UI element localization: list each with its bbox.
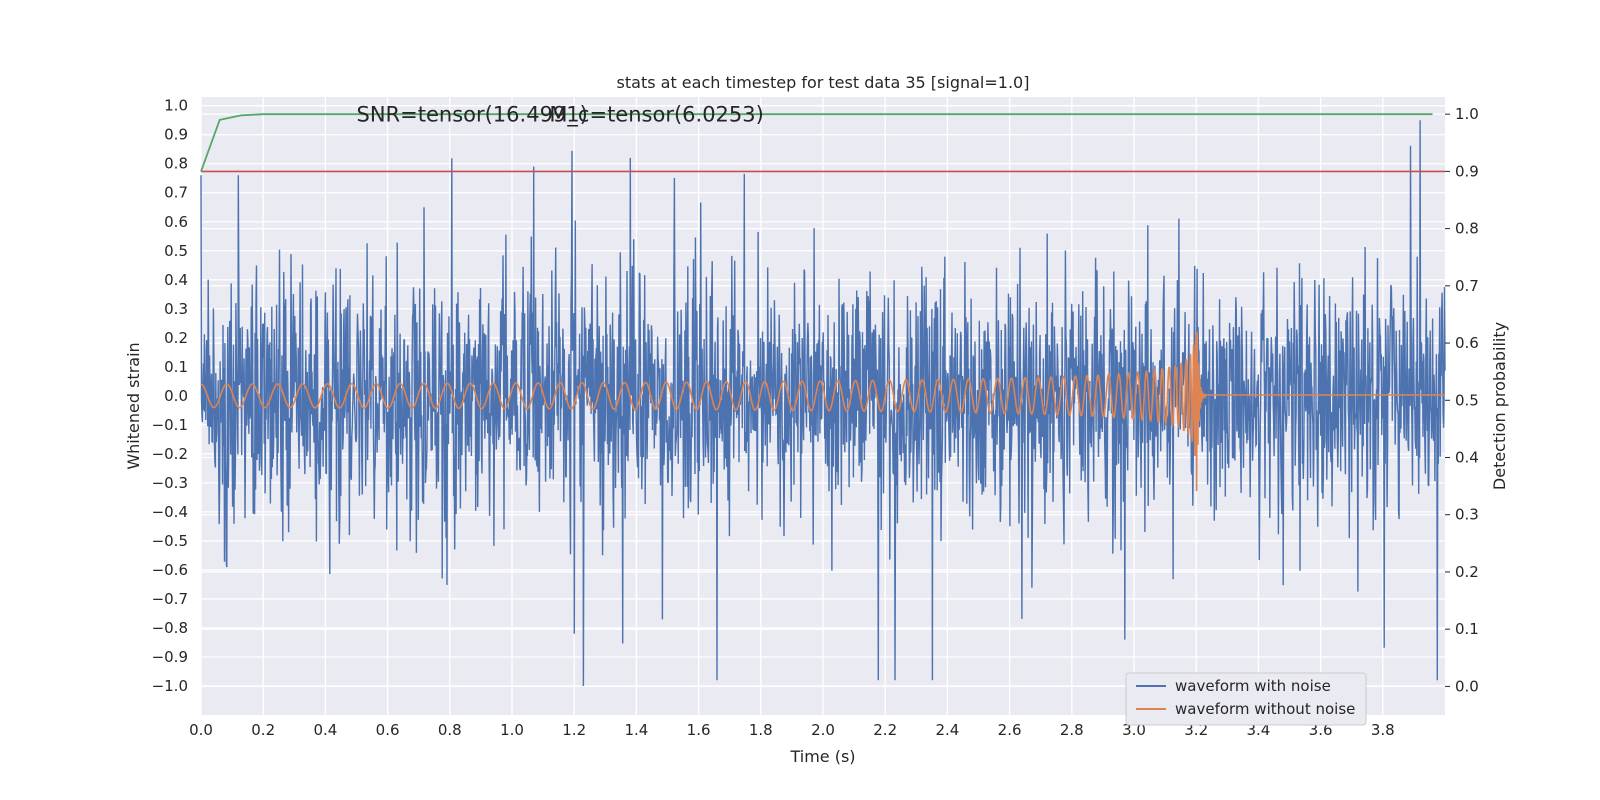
y-tick-label: −1.0 xyxy=(152,677,188,695)
legend: waveform with noise waveform without noi… xyxy=(1125,672,1367,726)
legend-entry-clean: waveform without noise xyxy=(1175,700,1355,718)
series-line-probability xyxy=(200,113,1433,172)
y-tick-label: 0.0 xyxy=(164,387,188,405)
x-tick-label: 0.0 xyxy=(189,721,213,739)
y-tick-label: 0.6 xyxy=(164,213,188,231)
chart-title: stats at each timestep for test data 35 … xyxy=(617,73,1030,92)
y-tick-label: −0.6 xyxy=(152,561,188,579)
y2-tick-label: 1.0 xyxy=(1455,105,1479,123)
y-tick-label: 0.2 xyxy=(164,329,188,347)
y2-tick-label: 0.4 xyxy=(1455,449,1479,467)
y-tick-label: −0.4 xyxy=(152,503,188,521)
x-axis-label: Time (s) xyxy=(789,747,855,766)
annotation-text: SNR=tensor(16.4991) xyxy=(357,102,588,126)
x-tick-label: 2.6 xyxy=(998,721,1022,739)
y-tick-label: 0.7 xyxy=(164,184,188,202)
y2-tick-label: 0.0 xyxy=(1455,677,1479,695)
y-tick-label: 0.8 xyxy=(164,155,188,173)
y2-tick-label: 0.8 xyxy=(1455,220,1479,238)
x-tick-label: 2.8 xyxy=(1060,721,1084,739)
y-tick-label: −0.9 xyxy=(152,648,188,666)
y2-tick-label: 0.9 xyxy=(1455,162,1479,180)
x-tick-label: 3.8 xyxy=(1371,721,1395,739)
x-tick-label: 1.6 xyxy=(687,721,711,739)
x-tick-label: 2.0 xyxy=(811,721,835,739)
y2-tick-label: 0.2 xyxy=(1455,563,1479,581)
y-tick-label: 1.0 xyxy=(164,97,188,115)
x-tick-label: 0.6 xyxy=(376,721,400,739)
x-tick-label: 1.0 xyxy=(500,721,524,739)
y2-tick-label: 0.5 xyxy=(1455,391,1479,409)
y-tick-label: −0.8 xyxy=(152,619,188,637)
x-tick-label: 0.8 xyxy=(438,721,462,739)
y2-tick-label: 0.1 xyxy=(1455,620,1479,638)
y-axis-label: Whitened strain xyxy=(124,342,143,469)
y-tick-label: 0.9 xyxy=(164,126,188,144)
x-tick-label: 1.2 xyxy=(562,721,586,739)
x-tick-label: 0.2 xyxy=(251,721,275,739)
legend-entry-noisy: waveform with noise xyxy=(1175,677,1331,695)
x-tick-label: 1.8 xyxy=(749,721,773,739)
series-line-clean xyxy=(200,332,1445,492)
y2-axis-label: Detection probability xyxy=(1490,322,1509,490)
y-tick-label: 0.5 xyxy=(164,242,188,260)
annotations: SNR=tensor(16.4991)M_c=tensor(6.0253) xyxy=(357,102,764,127)
annotation-text: M_c=tensor(6.0253) xyxy=(549,102,764,127)
y2-tick-label: 0.6 xyxy=(1455,334,1479,352)
x-tick-label: 2.2 xyxy=(873,721,897,739)
series-group xyxy=(200,113,1446,687)
x-tick-label: 0.4 xyxy=(313,721,337,739)
legend-box xyxy=(1125,672,1367,726)
x-axis: 0.0 0.2 0.4 0.6 0.8 1.0 1.2 1.4 1.6 1.8 2.0 2.2 2.4 2… xyxy=(189,721,1395,739)
y-tick-label: −0.5 xyxy=(152,532,188,550)
y-tick-label: −0.3 xyxy=(152,474,188,492)
y-axis-left: −1.0 −0.9 −0.8 −0.7 −0.6 −0.5 −0.4 −0.3 −0.2 −0.1… xyxy=(152,97,188,695)
y2-tick-label: 0.7 xyxy=(1455,277,1479,295)
y-tick-label: −0.2 xyxy=(152,445,188,463)
y2-tick-label: 0.3 xyxy=(1455,506,1479,524)
y-tick-label: 0.3 xyxy=(164,300,188,318)
y-axis-right: 0.0 0.1 0.2 0.3 0.4 0.5 0.6 0.7 0.8 0.9 1.0 xyxy=(1445,105,1479,695)
y-tick-label: −0.1 xyxy=(152,416,188,434)
y-tick-label: 0.4 xyxy=(164,271,188,289)
x-tick-label: 2.4 xyxy=(935,721,959,739)
y-tick-label: −0.7 xyxy=(152,590,188,608)
x-tick-label: 1.4 xyxy=(624,721,648,739)
y-tick-label: 0.1 xyxy=(164,358,188,376)
series-line-noisy xyxy=(200,120,1446,687)
